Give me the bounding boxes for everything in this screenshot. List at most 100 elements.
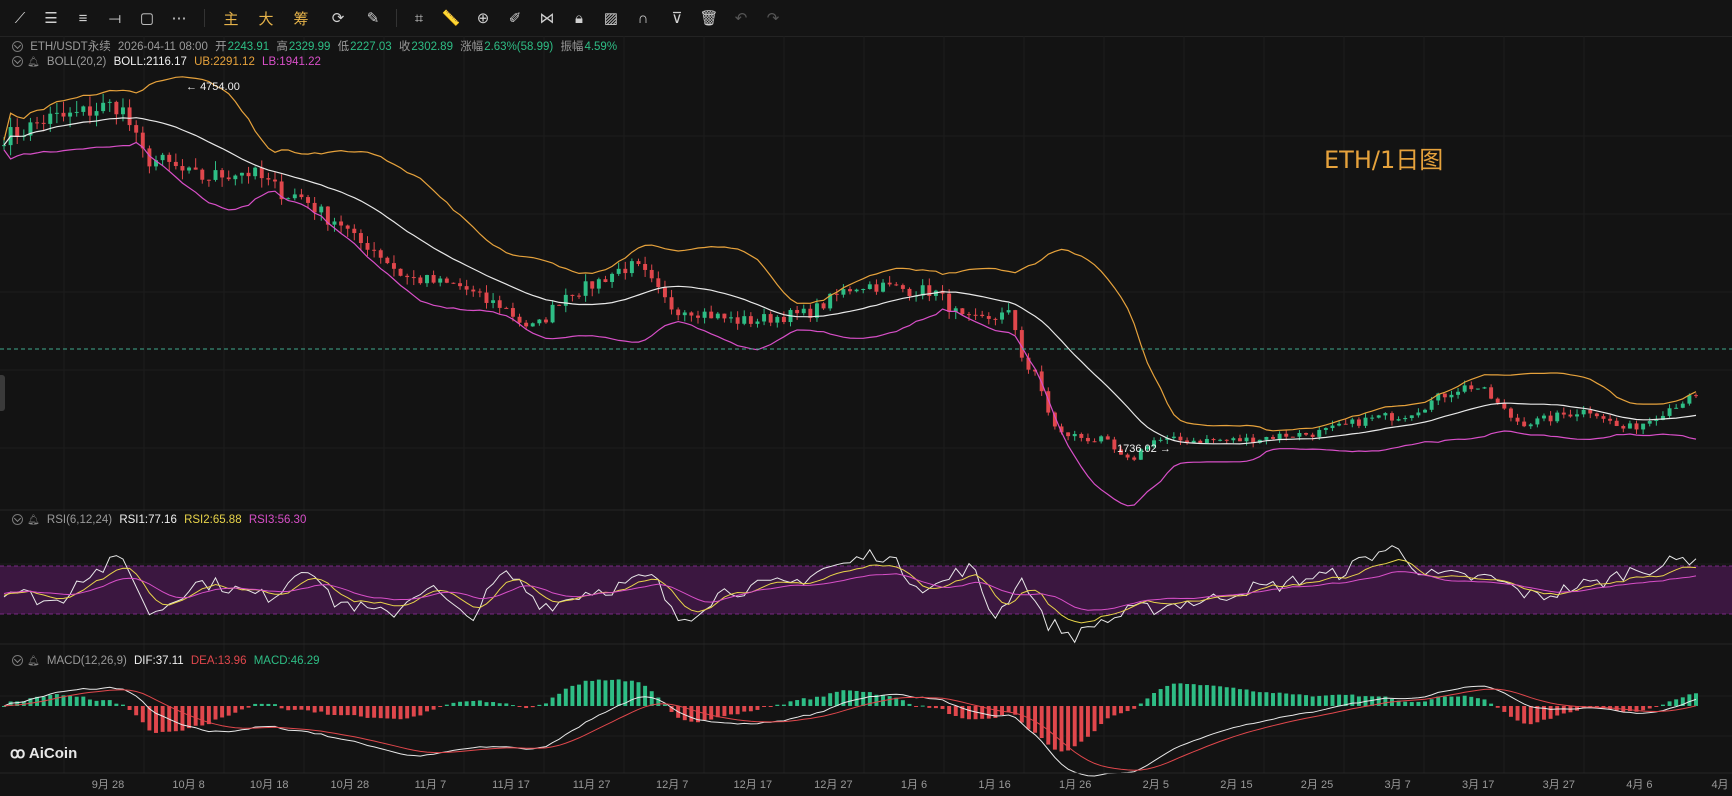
macd-histogram-bar: [8, 701, 13, 706]
macd-histogram-bar: [173, 706, 178, 732]
horizontal-ray-icon[interactable]: ⟞: [108, 9, 122, 27]
macd-histogram-bar: [748, 706, 753, 712]
pattern-icon[interactable]: ⋈: [539, 10, 555, 27]
macd-histogram-bar: [940, 706, 945, 709]
side-panel-handle[interactable]: [0, 375, 5, 411]
parallel-lines-icon[interactable]: ≡: [78, 9, 88, 27]
macd-histogram-bar: [246, 706, 251, 708]
collapse-icon[interactable]: [12, 514, 23, 525]
macd-histogram-bar: [239, 706, 244, 710]
undo-icon[interactable]: ↶: [734, 10, 748, 27]
macd-histogram-bar: [154, 706, 158, 733]
candle-body: [114, 101, 119, 115]
macd-histogram-bar: [775, 704, 780, 706]
macd-histogram-bar: [563, 688, 568, 706]
chips-button[interactable]: 筹: [293, 9, 309, 28]
macd-histogram-bar: [986, 706, 991, 719]
candle-body: [1152, 440, 1157, 447]
x-tick-label: 4月 6: [1626, 779, 1652, 791]
bell-icon[interactable]: 🔔︎: [27, 515, 40, 526]
rsi2-value: RSI2:65.88: [184, 514, 242, 526]
macd-histogram-bar: [147, 706, 152, 731]
bell-icon[interactable]: 🔔︎: [27, 57, 40, 68]
candle-body: [1594, 413, 1599, 417]
macd-histogram-bar: [874, 694, 879, 706]
ub-value: UB:2291.12: [194, 56, 255, 68]
x-tick-label: 12月 7: [656, 779, 688, 791]
candle-body: [1555, 412, 1560, 422]
candle-body: [239, 172, 244, 176]
candle-body: [510, 308, 515, 317]
candle-body: [200, 169, 205, 180]
macd-histogram-bar: [1528, 706, 1533, 725]
x-tick-label: 11月 27: [573, 779, 611, 791]
redo-icon[interactable]: ↷: [766, 10, 780, 27]
candle-body: [286, 198, 291, 200]
candle-body: [378, 250, 383, 258]
delete-icon[interactable]: 🗑︎: [699, 10, 719, 27]
macd-histogram-bar: [1297, 694, 1302, 706]
macd-histogram-bar: [821, 696, 826, 706]
candle-body: [517, 316, 522, 323]
zoom-icon[interactable]: ⊕: [476, 10, 490, 27]
rectangle-icon[interactable]: ▢: [139, 10, 155, 27]
candle-body: [1072, 434, 1077, 437]
candle-body: [35, 122, 40, 124]
more-icon[interactable]: ⋯: [171, 10, 187, 27]
lock-icon[interactable]: 🔒︎: [575, 9, 583, 27]
macd-histogram-bar: [48, 694, 53, 706]
candle-body: [920, 285, 925, 296]
macd-histogram-bar: [15, 701, 20, 706]
rsi-legend: 🔔︎ RSI(6,12,24) RSI1:77.16 RSI2:65.88 RS…: [12, 514, 310, 526]
macd-histogram-bar: [299, 706, 304, 710]
collapse-icon[interactable]: [12, 655, 23, 666]
candle-body: [372, 249, 377, 251]
collapse-icon[interactable]: [12, 56, 23, 67]
big-order-button[interactable]: 大: [258, 9, 274, 28]
pen-icon[interactable]: ✐: [508, 10, 522, 27]
candle-body: [543, 319, 548, 323]
brush-icon[interactable]: ✎: [366, 10, 380, 27]
candle-body: [1059, 426, 1064, 433]
candle-body: [742, 316, 747, 324]
candle-body: [570, 294, 575, 296]
filter-icon[interactable]: ⊽: [671, 10, 683, 27]
image-edit-icon[interactable]: ▨: [603, 10, 619, 27]
bell-icon[interactable]: 🔔︎: [27, 656, 40, 667]
measure-icon[interactable]: ⌗: [414, 9, 424, 27]
trend-line-icon[interactable]: ⟋: [14, 9, 26, 27]
candle-body: [1251, 437, 1256, 443]
macd-histogram-bar: [220, 706, 225, 718]
candle-body: [682, 312, 687, 316]
macd-histogram-bar: [1680, 697, 1685, 706]
collapse-icon[interactable]: [12, 41, 23, 52]
candle-body: [1515, 417, 1520, 422]
candle-body: [1680, 403, 1685, 408]
macd-histogram-bar: [206, 706, 211, 725]
ruler-icon[interactable]: 📏: [441, 10, 461, 27]
candle-body: [1204, 438, 1209, 444]
candle-body: [491, 300, 496, 303]
chart-canvas[interactable]: 9月 28 10月 8 10月 18 10月 28 11月 7 11月 17 11月 27 1…: [0, 36, 1732, 796]
candle-body: [484, 292, 489, 303]
x-tick-label: 11月 7: [415, 779, 447, 791]
main-force-button[interactable]: 主: [223, 9, 239, 28]
candle-body: [1026, 357, 1031, 370]
horizontal-lines-icon[interactable]: ☰: [44, 10, 58, 27]
macd-histogram-bar: [920, 705, 925, 707]
macd-histogram-bar: [781, 704, 786, 706]
macd-histogram-bar: [2, 706, 6, 707]
amp-value: 4.59%: [584, 41, 618, 53]
x-tick-label: 10月 28: [331, 779, 370, 791]
macd-histogram-bar: [1674, 699, 1679, 706]
candle-body: [1634, 423, 1639, 430]
replay-icon[interactable]: ⟳: [331, 10, 345, 27]
candle-body: [1330, 425, 1335, 429]
candle-body: [1310, 434, 1315, 437]
macd-histogram-bar: [610, 679, 615, 706]
candle-body: [391, 263, 396, 269]
macd-histogram-bar: [1218, 686, 1223, 706]
macd-histogram-bar: [160, 706, 165, 732]
magnet-icon[interactable]: ∩: [637, 9, 649, 27]
candle-body: [1495, 398, 1500, 403]
